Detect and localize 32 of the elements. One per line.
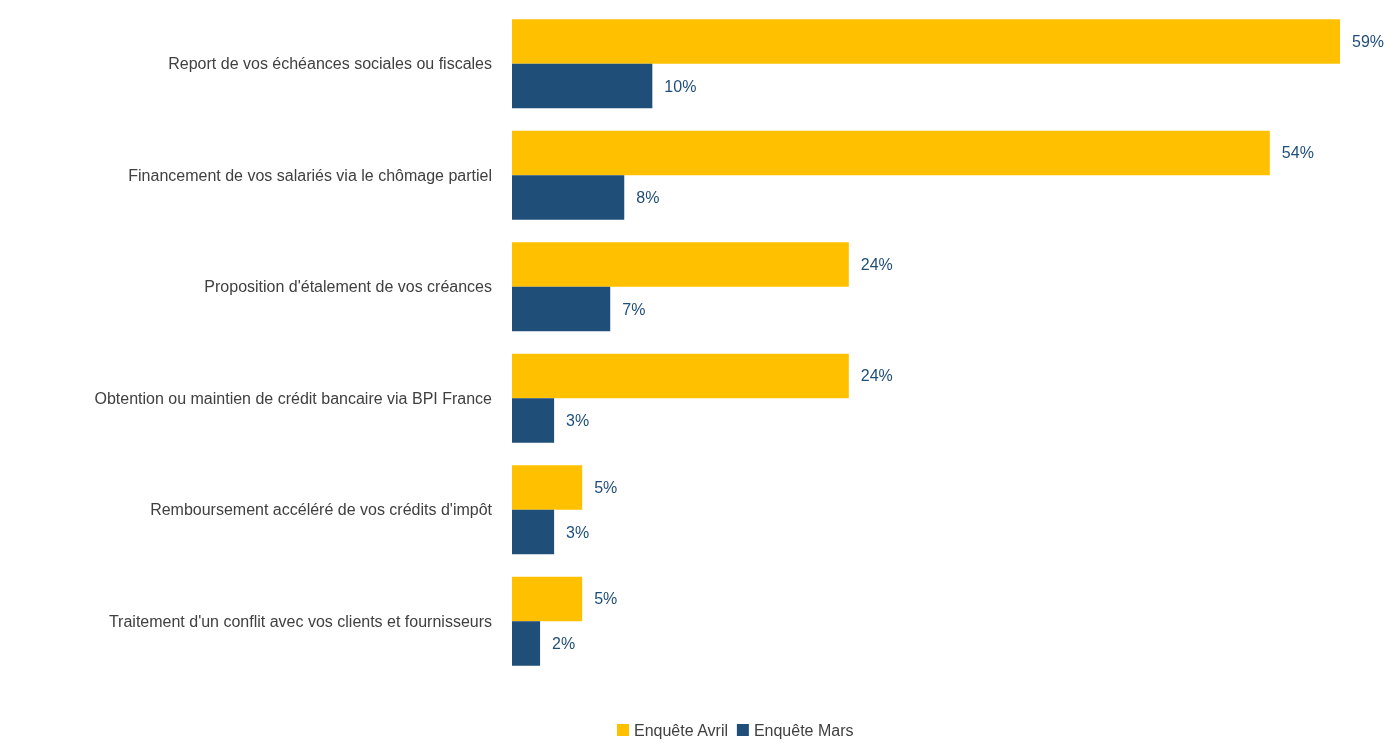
data-label: 8% [636, 189, 660, 207]
y-tick-label: Proposition d'étalement de vos créances [204, 278, 492, 296]
y-tick-label: Traitement d'un conflit avec vos clients et fournisseurs [108, 612, 492, 630]
bar [512, 130, 1270, 176]
data-label: 3% [566, 523, 590, 541]
bar [512, 621, 541, 666]
y-tick-label: Obtention ou maintien de crédit bancaire via BPI France [94, 389, 493, 407]
bar [512, 576, 583, 622]
bar [512, 398, 555, 443]
y-tick-label: Remboursement accéléré de vos crédits d'impôt [150, 501, 493, 519]
legend-label: Enquête Mars [753, 721, 854, 739]
data-label: 24% [860, 255, 893, 273]
y-tick-label: Financement de vos salariés via le chômage partiel [128, 166, 492, 184]
y-tick-label: Report de vos échéances sociales ou fiscales [168, 55, 492, 73]
bar [512, 63, 653, 109]
bar [512, 465, 583, 510]
bar [512, 286, 611, 332]
bar [512, 19, 1340, 64]
data-label: 10% [664, 77, 697, 95]
data-label: 59% [1352, 32, 1385, 50]
legend-label: Enquête Avril [634, 721, 728, 739]
bar [512, 175, 625, 220]
data-label: 3% [566, 412, 590, 430]
data-label: 5% [594, 590, 618, 608]
data-label: 2% [552, 635, 576, 653]
bar [512, 242, 849, 287]
data-label: 7% [622, 300, 646, 318]
bar [512, 353, 849, 399]
data-label: 5% [594, 478, 618, 496]
data-label: 24% [860, 367, 893, 385]
bar [512, 509, 555, 555]
data-label: 54% [1281, 144, 1314, 162]
